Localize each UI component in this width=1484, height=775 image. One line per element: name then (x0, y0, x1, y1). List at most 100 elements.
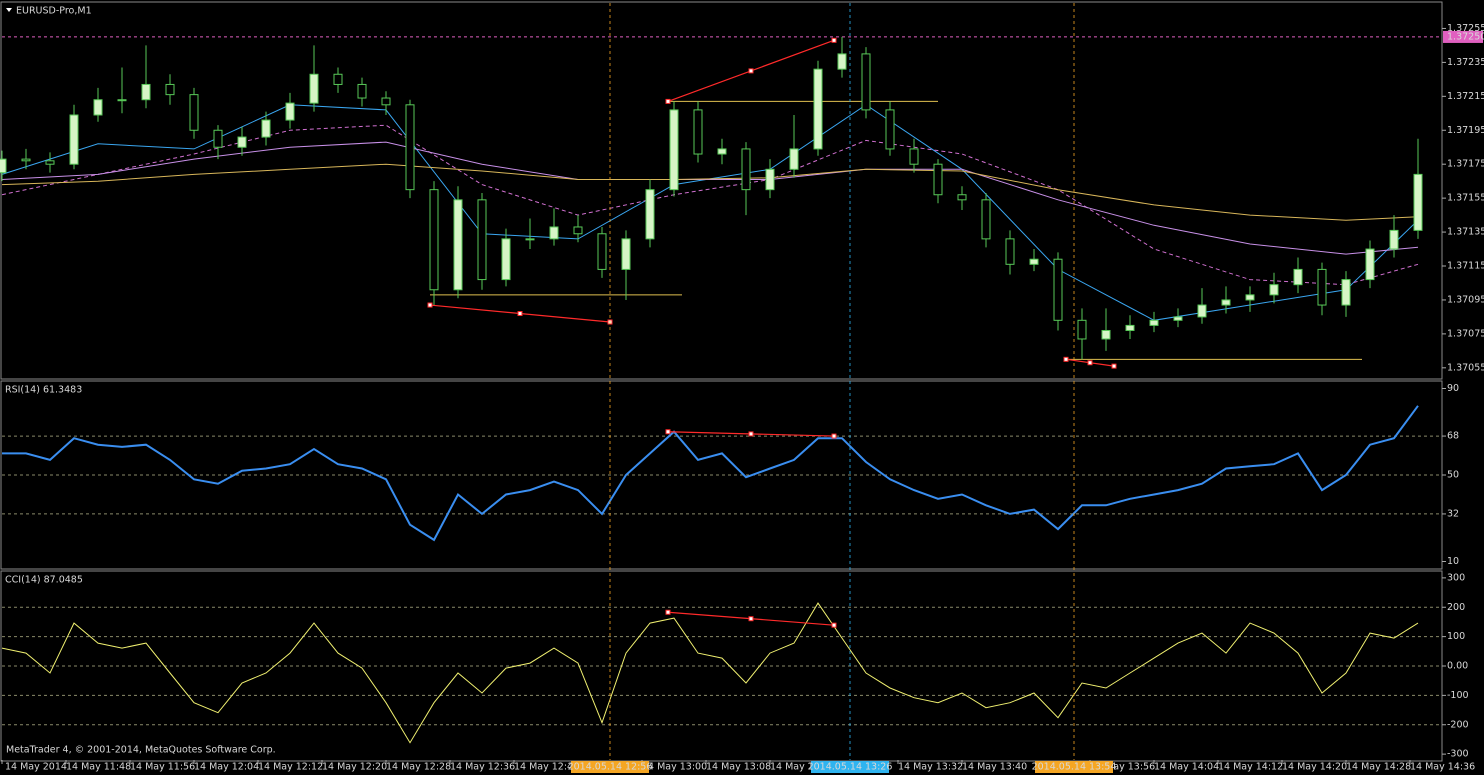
y-tick-label: 1.37195 (1447, 125, 1484, 136)
y-tick-label: -200 (1447, 719, 1469, 730)
x-tick-label: 14 May 13:16 (770, 762, 835, 773)
candle-body (621, 238, 631, 270)
candle-body (885, 109, 895, 150)
candle-body (861, 53, 871, 111)
trendline-handle (831, 37, 837, 43)
candle-body (1053, 258, 1063, 321)
trendline-handle (748, 431, 754, 437)
candle-body (645, 189, 655, 240)
y-tick-label: 1.37075 (1447, 328, 1484, 339)
candle-body (741, 148, 751, 191)
y-tick-label: 68 (1447, 431, 1459, 442)
candle-body (165, 83, 175, 96)
candle-body (333, 73, 343, 85)
y-tick-label: -100 (1447, 690, 1469, 701)
y-tick-label: 1.37155 (1447, 193, 1484, 204)
y-tick-label: 1.37135 (1447, 227, 1484, 238)
time-marker-label: 2014.05.14 13:54 (1032, 762, 1117, 773)
x-tick-label: 14 May 13:56 (1090, 762, 1155, 773)
trendline-handle (748, 616, 754, 622)
trendline-handle (1063, 356, 1069, 362)
trendline-handle (831, 433, 837, 439)
y-tick-label: 1.37115 (1447, 261, 1484, 272)
x-tick-label: 14 May 14:36 (1410, 762, 1475, 773)
candle-body (525, 238, 535, 241)
x-tick-label: 14 May 11:48 (66, 762, 131, 773)
candle-body (1269, 284, 1279, 296)
candle-body (1413, 173, 1423, 231)
candle-body (1341, 279, 1351, 306)
x-tick-label: 14 May 13:00 (642, 762, 707, 773)
trendline-handle (427, 302, 433, 308)
candle-body (573, 226, 583, 235)
candle-body (405, 104, 415, 191)
candle-body (957, 194, 967, 201)
x-tick-label: 14 May 14:20 (1282, 762, 1347, 773)
candle-body (1365, 248, 1375, 281)
time-marker-box (571, 761, 649, 773)
candle-body (189, 94, 199, 131)
candle-body (789, 148, 799, 170)
panel-frame (0, 1, 1443, 380)
current-price-label: 1.37250 (1447, 31, 1484, 42)
time-marker-label: 2014.05.14 13:26 (808, 762, 893, 773)
candle-body (477, 199, 487, 281)
trendline-handle (517, 311, 523, 317)
x-tick-label: 14 May 13:40 (962, 762, 1027, 773)
candle-body (1389, 229, 1399, 250)
candle-body (693, 109, 703, 155)
x-tick-label: 14 May 11:56 (130, 762, 195, 773)
candle-body (1077, 319, 1087, 340)
x-tick-label: 14 May 12:12 (258, 762, 323, 773)
price-label-box (1443, 30, 1483, 43)
candle-body (1317, 268, 1327, 306)
candle-body (69, 114, 79, 165)
x-tick-label: 14 May 14:04 (1154, 762, 1219, 773)
y-tick-label: 50 (1447, 470, 1459, 481)
candle-body (0, 158, 7, 174)
trendline-handle (665, 98, 671, 104)
x-tick-label: 14 May 14:12 (1218, 762, 1283, 773)
candle-body (1221, 299, 1231, 306)
panel-title: RSI(14) 61.3483 (5, 385, 82, 396)
trendline-handle (1087, 360, 1093, 366)
candle-body (1245, 294, 1255, 301)
y-tick-label: 10 (1447, 556, 1459, 567)
candle-body (765, 168, 775, 191)
y-tick-label: 1.37055 (1447, 362, 1484, 373)
x-tick-label: 14 May 12:28 (386, 762, 451, 773)
candle-body (357, 83, 367, 99)
candle-body (1029, 258, 1039, 265)
panel-title: EURUSD-Pro,M1 (16, 6, 92, 17)
x-tick-label: 14 May 12:20 (322, 762, 387, 773)
candle-body (309, 73, 319, 104)
x-tick-label: 14 May 12:44 (514, 762, 579, 773)
candle-body (1101, 329, 1111, 340)
candle-body (717, 148, 727, 155)
x-tick-label: 14 May 13:32 (898, 762, 963, 773)
candle-body (1197, 304, 1207, 318)
candle-body (1149, 319, 1159, 326)
candle-body (45, 160, 55, 165)
time-marker-box (1035, 761, 1113, 773)
candle-body (93, 99, 103, 116)
x-tick-label: 14 May 2014 (5, 762, 67, 773)
indicator-line (2, 405, 1419, 542)
x-tick-label: 14 May 12:04 (194, 762, 259, 773)
indicator-line (1, 602, 1419, 744)
trendline-handle (1111, 363, 1117, 369)
trendline-handle (831, 622, 837, 628)
y-tick-label: -300 (1447, 749, 1469, 760)
y-tick-label: 1.37235 (1447, 57, 1484, 68)
candle-body (1173, 316, 1183, 321)
y-tick-label: 200 (1447, 602, 1465, 613)
candle-body (909, 148, 919, 165)
candle-body (117, 99, 127, 102)
candle-body (1293, 268, 1303, 286)
candle-body (429, 189, 439, 291)
y-tick-label: 1.37095 (1447, 294, 1484, 305)
y-tick-label: 1.37175 (1447, 159, 1484, 170)
candle-body (1125, 324, 1135, 331)
y-tick-label: 300 (1447, 572, 1465, 583)
